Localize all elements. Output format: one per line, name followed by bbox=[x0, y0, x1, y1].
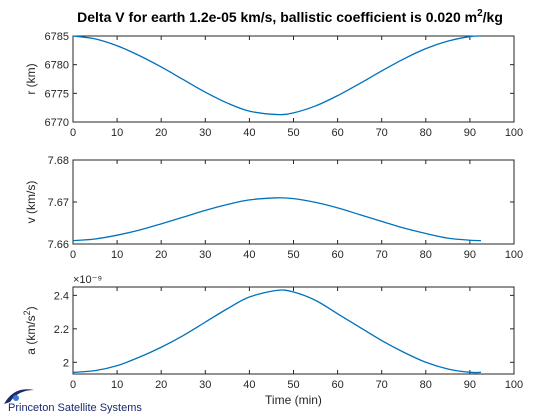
y-tick-label: 7.67 bbox=[48, 197, 69, 209]
x-tick-label: 70 bbox=[376, 379, 388, 391]
x-tick-label: 0 bbox=[70, 127, 76, 139]
x-tick-label: 90 bbox=[464, 127, 476, 139]
x-tick-label: 70 bbox=[376, 249, 388, 261]
x-tick-label: 20 bbox=[155, 379, 167, 391]
y-tick-label: 6785 bbox=[45, 31, 69, 43]
y-tick-label: 7.66 bbox=[48, 239, 69, 251]
title-main: Delta V for earth 1.2e-05 km/s, ballisti… bbox=[77, 9, 477, 25]
x-tick-label: 80 bbox=[420, 127, 432, 139]
y-label-tail: ) bbox=[24, 306, 38, 310]
axes-box bbox=[72, 159, 515, 245]
series-line bbox=[72, 289, 481, 374]
x-tick-label: 30 bbox=[199, 379, 211, 391]
y-axis-label: a (km/s2) bbox=[22, 306, 38, 354]
x-tick-label: 60 bbox=[331, 379, 343, 391]
x-tick-label: 30 bbox=[199, 249, 211, 261]
x-tick-label: 50 bbox=[287, 127, 299, 139]
subplot-1: 0 10 20 30 40 50 60 70 80 90 100 6770 6775 6780 6785 r … bbox=[24, 31, 523, 139]
logo-swoosh bbox=[4, 389, 34, 404]
title-superscript: 2 bbox=[477, 8, 483, 19]
x-tick-label: 40 bbox=[243, 127, 255, 139]
subplot-2: 0 10 20 30 40 50 60 70 80 90 100 7.66 7.67 7.68 v (km/… bbox=[24, 155, 523, 261]
logo-dot bbox=[13, 395, 19, 401]
axes-box bbox=[72, 35, 515, 123]
x-tick-label: 10 bbox=[111, 127, 123, 139]
x-tick-label: 10 bbox=[111, 249, 123, 261]
x-tick-label: 50 bbox=[287, 249, 299, 261]
title-tail: /kg bbox=[483, 9, 503, 25]
x-tick-label: 80 bbox=[420, 249, 432, 261]
x-tick-label: 90 bbox=[464, 249, 476, 261]
y-label-text: a (km/s bbox=[24, 315, 38, 354]
x-tick-label: 40 bbox=[243, 249, 255, 261]
x-tick-label: 0 bbox=[70, 249, 76, 261]
y-label-superscript: 2 bbox=[22, 310, 32, 315]
x-tick-label: 20 bbox=[155, 127, 167, 139]
figure-title: Delta V for earth 1.2e-05 km/s, ballisti… bbox=[77, 8, 503, 25]
x-tick-label: 10 bbox=[111, 379, 123, 391]
y-axis-label: r (km) bbox=[24, 63, 38, 94]
logo-text: Princeton Satellite Systems bbox=[8, 402, 142, 414]
y-tick-label: 2.4 bbox=[54, 290, 69, 302]
x-tick-label: 80 bbox=[420, 379, 432, 391]
y-tick-label: 7.68 bbox=[48, 155, 69, 167]
y-tick-label: 6775 bbox=[45, 88, 69, 100]
series-line bbox=[72, 197, 481, 242]
x-tick-label: 100 bbox=[505, 379, 523, 391]
company-logo: Princeton Satellite Systems bbox=[4, 389, 142, 414]
y-tick-label: 2 bbox=[63, 357, 69, 369]
x-axis-label: Time (min) bbox=[265, 393, 322, 407]
x-tick-label: 20 bbox=[155, 249, 167, 261]
x-tick-label: 40 bbox=[243, 379, 255, 391]
y-exponent-label: ×10⁻⁹ bbox=[73, 274, 102, 286]
x-tick-label: 30 bbox=[199, 127, 211, 139]
x-tick-label: 0 bbox=[70, 379, 76, 391]
x-tick-label: 60 bbox=[331, 127, 343, 139]
y-tick-label: 6780 bbox=[45, 60, 69, 72]
y-tick-label: 2.2 bbox=[54, 324, 69, 336]
x-tick-label: 60 bbox=[331, 249, 343, 261]
x-tick-label: 70 bbox=[376, 127, 388, 139]
series-line bbox=[72, 35, 481, 116]
axes-box bbox=[72, 286, 515, 375]
plots-group: 0 10 20 30 40 50 60 70 80 90 1006770677567806785r … bbox=[22, 31, 523, 407]
x-tick-label: 90 bbox=[464, 379, 476, 391]
x-tick-label: 100 bbox=[505, 249, 523, 261]
x-tick-label: 100 bbox=[505, 127, 523, 139]
y-axis-label: v (km/s) bbox=[24, 181, 38, 224]
x-tick-label: 50 bbox=[287, 379, 299, 391]
y-tick-label: 6770 bbox=[45, 117, 69, 129]
